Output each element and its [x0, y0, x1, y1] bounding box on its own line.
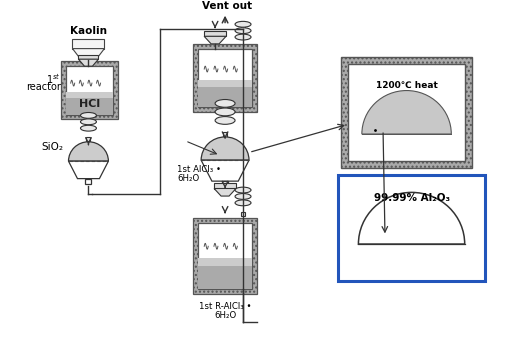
Bar [340, 57, 472, 168]
Bar [65, 92, 113, 98]
Text: HCl: HCl [79, 99, 100, 109]
Polygon shape [214, 189, 235, 196]
Polygon shape [204, 36, 226, 44]
Bar [193, 44, 257, 112]
Bar [86, 115, 90, 119]
Ellipse shape [215, 117, 235, 124]
Wedge shape [361, 90, 450, 134]
Bar [193, 218, 257, 294]
Bar [198, 87, 251, 107]
Polygon shape [68, 161, 108, 179]
Ellipse shape [80, 125, 96, 131]
Ellipse shape [235, 34, 250, 40]
Text: 99.99% Al₂O₃: 99.99% Al₂O₃ [373, 193, 449, 203]
Bar [337, 175, 484, 282]
Ellipse shape [215, 108, 235, 116]
Text: Kaolin: Kaolin [70, 26, 107, 36]
Bar [86, 137, 90, 141]
Ellipse shape [235, 200, 250, 206]
Bar [61, 61, 118, 119]
Polygon shape [72, 49, 104, 60]
Ellipse shape [235, 21, 250, 27]
Ellipse shape [235, 187, 250, 193]
Polygon shape [78, 59, 98, 66]
Bar [198, 258, 251, 266]
Ellipse shape [235, 28, 250, 33]
Bar [240, 24, 244, 28]
Bar [240, 46, 244, 50]
Polygon shape [201, 160, 248, 181]
Bar [204, 31, 226, 36]
Bar [240, 212, 244, 216]
Bar [223, 103, 227, 109]
Bar [214, 183, 235, 189]
Bar [72, 39, 104, 49]
Wedge shape [358, 192, 464, 244]
Text: $1^{st}$: $1^{st}$ [46, 72, 61, 86]
Bar [65, 98, 113, 114]
Wedge shape [201, 137, 248, 160]
Text: 6H₂O: 6H₂O [177, 174, 199, 183]
Bar [78, 55, 98, 59]
Wedge shape [68, 142, 108, 161]
Text: SiO₂: SiO₂ [41, 142, 64, 152]
Text: 1st R-AlCl₃ •: 1st R-AlCl₃ • [198, 302, 251, 311]
Text: reactor: reactor [26, 82, 61, 93]
Bar [198, 49, 251, 107]
Bar [198, 80, 251, 87]
Bar [198, 266, 251, 289]
Bar [222, 181, 228, 187]
Text: 1200℃ heat: 1200℃ heat [375, 81, 437, 90]
Bar [85, 179, 91, 184]
Bar [65, 66, 113, 114]
Bar [198, 223, 251, 289]
Ellipse shape [80, 112, 96, 118]
Text: Vent out: Vent out [201, 1, 251, 11]
Ellipse shape [80, 119, 96, 125]
Text: 1st AlCl₃ •: 1st AlCl₃ • [177, 165, 221, 174]
Ellipse shape [215, 100, 235, 107]
Bar [223, 132, 227, 138]
Bar [347, 64, 465, 161]
Ellipse shape [235, 193, 250, 199]
Bar [240, 190, 244, 194]
Text: 6H₂O: 6H₂O [214, 311, 236, 320]
